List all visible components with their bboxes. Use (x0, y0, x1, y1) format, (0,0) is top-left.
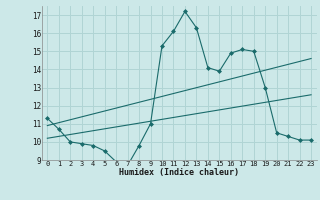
X-axis label: Humidex (Indice chaleur): Humidex (Indice chaleur) (119, 168, 239, 177)
